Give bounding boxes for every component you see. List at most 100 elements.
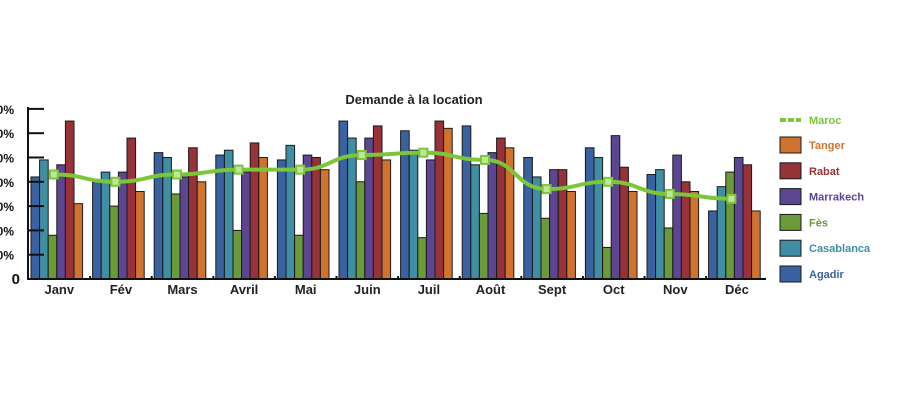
bar-marrakech-fév	[117, 171, 128, 280]
bar-casablanca-juin	[347, 137, 357, 280]
bar-fès-oct	[602, 246, 612, 280]
bar-marrakech-mars	[179, 176, 190, 280]
x-tick-label: Janv	[44, 282, 74, 297]
bar-casablanca-fév	[100, 171, 111, 280]
point-maroc-avril	[233, 164, 244, 175]
point-maroc-oct	[603, 176, 614, 187]
legend-label-marrakech: Marrakech	[809, 192, 864, 204]
bar-tanger-fév	[135, 191, 145, 280]
bar-fès-mai	[294, 234, 304, 280]
legend-swatch-casablanca	[779, 239, 802, 257]
bar-casablanca-sept	[531, 176, 542, 280]
legend-swatch-fès	[779, 213, 802, 231]
legend-swatch-rabat	[779, 162, 802, 180]
bar-casablanca-oct	[593, 157, 604, 280]
bar-tanger-nov	[689, 191, 700, 280]
bar-marrakech-juil	[425, 159, 436, 280]
y-tick-label: 30%	[0, 200, 14, 214]
y-tick-label: 10%	[0, 249, 14, 263]
x-tick-label: Juil	[418, 282, 440, 297]
point-maroc-juin	[356, 150, 367, 161]
bar-agadir-janv	[30, 176, 41, 280]
bar-agadir-mai	[276, 159, 287, 280]
line-maroc	[53, 150, 732, 201]
legend-label-fès: Fès	[809, 217, 828, 229]
y-tick-label: 40%	[0, 176, 14, 190]
x-tick-label: Avril	[230, 282, 258, 297]
point-maroc-déc	[726, 193, 737, 204]
bar-fès-mars	[170, 193, 181, 280]
bar-casablanca-janv	[39, 159, 49, 280]
bar-casablanca-nov	[655, 169, 665, 280]
bar-tanger-mars	[196, 181, 207, 280]
bar-marrakech-août	[487, 152, 498, 280]
bar-agadir-déc	[708, 210, 718, 280]
bar-rabat-fév	[126, 137, 137, 280]
legend-swatch-marrakech	[779, 188, 802, 206]
legend-label-maroc: Maroc	[809, 115, 841, 127]
y-tick-label: 60%	[0, 127, 14, 141]
x-tick-label: Nov	[663, 282, 688, 297]
x-tick-label: Mai	[295, 282, 317, 297]
bar-marrakech-janv	[56, 164, 66, 280]
legend-label-agadir: Agadir	[809, 269, 845, 281]
legend-label-rabat: Rabat	[809, 166, 840, 178]
y-tick-label: 70%	[0, 103, 14, 117]
bar-fès-sept	[540, 217, 551, 280]
bar-fès-juin	[355, 181, 366, 280]
point-maroc-fév	[110, 176, 121, 187]
point-maroc-août	[480, 154, 490, 165]
bar-fès-fév	[109, 205, 119, 280]
bar-marrakech-oct	[610, 135, 621, 280]
point-maroc-juil	[418, 147, 429, 158]
bar-agadir-août	[461, 125, 472, 280]
bar-tanger-janv	[73, 203, 84, 280]
bar-rabat-juin	[372, 125, 383, 280]
point-maroc-sept	[541, 184, 552, 195]
bar-rabat-juil	[434, 120, 445, 280]
chart-title: Demande à la location	[345, 92, 482, 107]
bar-agadir-avril	[215, 154, 225, 280]
y-tick-label: 20%	[0, 224, 14, 238]
bar-agadir-juin	[338, 120, 349, 280]
bar-agadir-sept	[523, 157, 533, 280]
x-tick-label: Fév	[110, 282, 133, 297]
bar-fès-janv	[47, 234, 58, 280]
bar-agadir-mars	[153, 152, 164, 280]
x-tick-label: Sept	[538, 282, 567, 297]
bar-tanger-mai	[319, 169, 330, 280]
bar-marrakech-nov	[672, 154, 682, 280]
bar-marrakech-avril	[241, 171, 251, 280]
bar-fès-nov	[663, 227, 674, 280]
bar-agadir-oct	[584, 147, 595, 280]
x-tick-label: Juin	[354, 282, 381, 297]
legend-swatch-tanger	[779, 136, 802, 154]
point-maroc-nov	[664, 188, 675, 199]
bar-rabat-mai	[311, 157, 321, 280]
x-tick-label: Oct	[603, 282, 625, 297]
bar-casablanca-août	[470, 164, 480, 280]
x-tick-label: Mars	[167, 282, 197, 297]
bar-rabat-janv	[64, 120, 75, 280]
bar-tanger-oct	[627, 191, 638, 280]
bar-fès-juil	[417, 237, 427, 280]
legend-label-tanger: Tanger	[809, 140, 846, 152]
bar-tanger-déc	[751, 210, 761, 280]
bar-marrakech-déc	[733, 157, 744, 280]
point-maroc-mai	[295, 164, 306, 175]
x-tick-label: Déc	[725, 282, 749, 297]
bar-tanger-sept	[566, 191, 576, 280]
y-tick-label: 0	[12, 271, 20, 288]
bar-fès-déc	[725, 171, 735, 280]
point-maroc-mars	[172, 169, 182, 180]
bar-tanger-avril	[258, 157, 268, 280]
bar-rabat-mars	[188, 147, 198, 280]
legend-swatch-agadir	[779, 265, 802, 283]
bar-rabat-déc	[742, 164, 753, 280]
legend-label-casablanca: Casablanca	[809, 243, 871, 255]
bar-casablanca-mai	[285, 144, 296, 280]
bar-casablanca-juil	[408, 149, 419, 280]
bar-tanger-juil	[443, 127, 453, 280]
bar-fès-avril	[232, 229, 243, 280]
